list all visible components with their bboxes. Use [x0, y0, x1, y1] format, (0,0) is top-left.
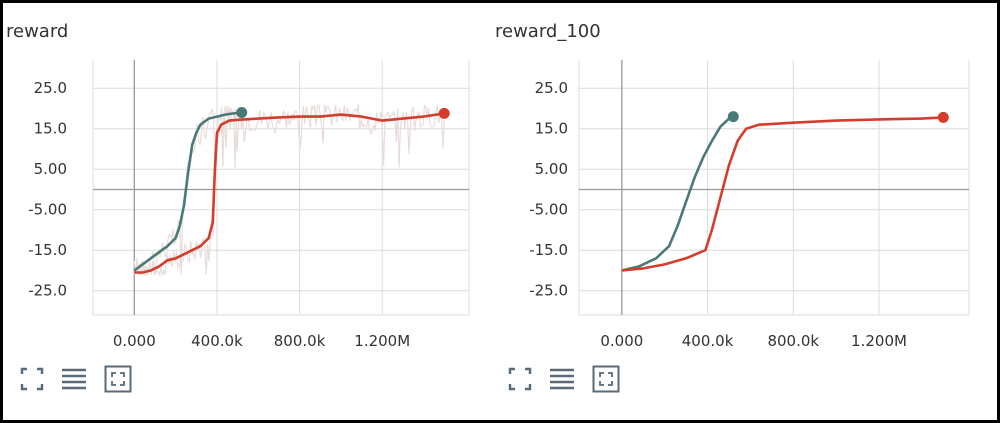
series-end-marker-0 — [236, 107, 248, 119]
y-tick-label: -5.00 — [28, 201, 67, 219]
y-tick-label: 5.00 — [535, 160, 568, 178]
x-tick-label: 800.0k — [767, 332, 819, 350]
y-tick-label: -5.00 — [529, 201, 568, 219]
chart-card-reward: 25.0 15.0 5.00 -5.00 -15.0 -25.0 0.000 400.0k 80… — [3, 3, 493, 420]
raw-series-line — [133, 104, 445, 277]
chart-title: reward_100 — [495, 21, 601, 42]
x-tick-label: 0.000 — [600, 332, 643, 350]
data-table-icon[interactable] — [548, 365, 576, 393]
y-tick-label: 25.0 — [34, 79, 67, 97]
y-tick-label: -25.0 — [28, 282, 67, 300]
series-end-marker-1 — [937, 111, 949, 123]
data-table-icon[interactable] — [60, 365, 88, 393]
y-tick-label: 15.0 — [34, 120, 67, 138]
series-line-1 — [621, 116, 944, 272]
y-tick-label: -15.0 — [28, 241, 67, 259]
y-tick-label: 5.00 — [34, 160, 67, 178]
dashboard-panel: 25.0 15.0 5.00 -5.00 -15.0 -25.0 0.000 400.0k 80… — [3, 3, 997, 420]
chart-card-reward-100: 25.0 15.0 5.00 -5.00 -15.0 -25.0 0.000 400.0k 80… — [491, 3, 991, 420]
x-tick-label: 1.200M — [354, 332, 410, 350]
chart-plot-reward-100[interactable]: 25.0 15.0 5.00 -5.00 -15.0 -25.0 0.000 400.0k 80… — [491, 3, 991, 420]
fit-domain-icon[interactable] — [592, 365, 620, 393]
y-tick-label: -15.0 — [529, 241, 568, 259]
y-tick-label: -25.0 — [529, 282, 568, 300]
series-line-1 — [134, 112, 445, 274]
fullscreen-icon[interactable] — [506, 365, 534, 393]
x-tick-label: 800.0k — [274, 332, 326, 350]
x-tick-label: 400.0k — [191, 332, 243, 350]
chart-plot-reward[interactable]: 25.0 15.0 5.00 -5.00 -15.0 -25.0 0.000 400.0k 80… — [3, 3, 493, 420]
x-tick-label: 0.000 — [113, 332, 156, 350]
y-tick-label: 25.0 — [535, 79, 568, 97]
fullscreen-icon[interactable] — [18, 365, 46, 393]
y-tick-label: 15.0 — [535, 120, 568, 138]
raw-series-line — [133, 105, 243, 275]
fit-domain-icon[interactable] — [104, 365, 132, 393]
series-line-0 — [133, 111, 242, 272]
x-tick-label: 1.200M — [851, 332, 907, 350]
series-end-marker-1 — [438, 107, 450, 119]
series-line-0 — [621, 115, 734, 272]
x-tick-label: 400.0k — [682, 332, 734, 350]
chart-title: reward — [6, 21, 69, 42]
series-end-marker-0 — [727, 111, 739, 123]
